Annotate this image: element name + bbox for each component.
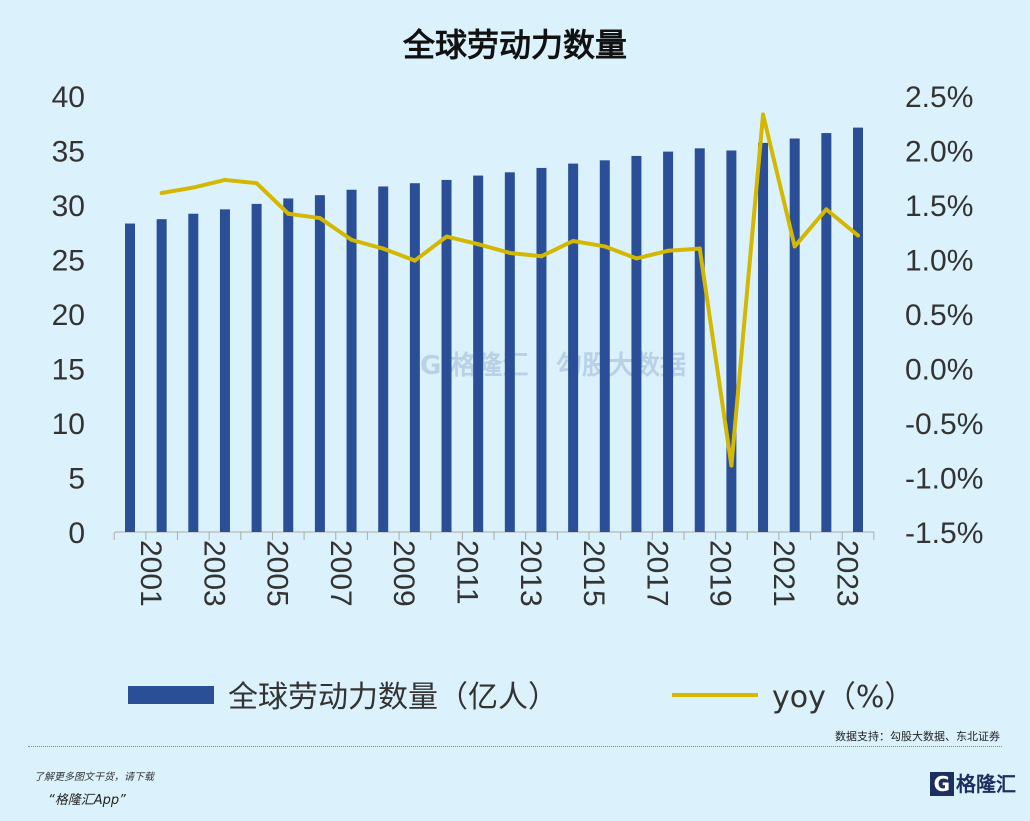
bar-2006 bbox=[283, 198, 294, 532]
chart-title: 全球劳动力数量 bbox=[402, 26, 627, 64]
bar-2010 bbox=[409, 183, 420, 532]
y-right-tick-label: 1.5% bbox=[905, 190, 973, 223]
y-left-tick-label: 30 bbox=[52, 190, 85, 223]
y-left-tick-label: 5 bbox=[68, 463, 85, 496]
x-tick-label: 2017 bbox=[640, 540, 673, 607]
bar-2005 bbox=[251, 203, 262, 532]
promo-text: 了解更多图文干货，请下载 bbox=[34, 772, 154, 783]
x-tick-label: 2007 bbox=[324, 540, 357, 607]
logo-g-icon: G bbox=[929, 772, 954, 796]
y-left-tick-label: 15 bbox=[52, 354, 85, 387]
bar-2018 bbox=[663, 151, 674, 532]
x-tick-label: 2003 bbox=[197, 540, 230, 607]
bar-2003 bbox=[188, 213, 199, 532]
y-left-tick-label: 40 bbox=[52, 81, 85, 114]
x-tick-label: 2023 bbox=[830, 540, 863, 607]
bar-2024 bbox=[853, 127, 863, 533]
y-right-tick-label: -1.0% bbox=[905, 463, 983, 496]
y-right-tick-label: 1.0% bbox=[905, 245, 973, 278]
y-right-tick-label: -0.5% bbox=[905, 408, 983, 441]
bar-2002 bbox=[156, 219, 167, 533]
y-right-tick-label: 2.5% bbox=[905, 81, 973, 114]
bar-2009 bbox=[378, 186, 389, 532]
y-right-tick-label: -1.5% bbox=[905, 517, 983, 550]
y-right-tick-label: 0.5% bbox=[905, 299, 973, 332]
y-left-tick-label: 35 bbox=[52, 136, 85, 169]
bar-2012 bbox=[473, 175, 484, 532]
bar-2014 bbox=[536, 167, 547, 532]
y-left-tick-label: 25 bbox=[52, 245, 85, 278]
watermark: G 格隆汇 | 勾股大数据 bbox=[420, 351, 686, 381]
bar-2004 bbox=[219, 209, 230, 533]
bar-2008 bbox=[346, 189, 357, 533]
x-tick-label: 2001 bbox=[134, 540, 167, 607]
y-right-tick-label: 2.0% bbox=[905, 136, 973, 169]
bar-2023 bbox=[821, 133, 832, 532]
yoy-line bbox=[161, 112, 860, 468]
legend-line-label: yoy（%） bbox=[772, 680, 914, 715]
brand-logo: G 格隆汇 bbox=[929, 768, 1016, 797]
x-tick-label: 2005 bbox=[261, 540, 294, 607]
x-tick-label: 2021 bbox=[767, 540, 800, 607]
x-tick-label: 2013 bbox=[514, 540, 547, 607]
source-note: 数据支持：勾股大数据、东北证券 bbox=[835, 730, 1000, 743]
legend-bar-label: 全球劳动力数量（亿人） bbox=[228, 680, 558, 715]
bar-2015 bbox=[568, 163, 579, 532]
y-left-tick-label: 20 bbox=[52, 299, 85, 332]
promo-app: “格隆汇App” bbox=[48, 793, 126, 808]
bar-2007 bbox=[314, 195, 325, 532]
x-tick-label: 2019 bbox=[704, 540, 737, 607]
bar-2001 bbox=[125, 223, 135, 532]
bar-2013 bbox=[504, 172, 515, 533]
y-right-tick-label: 0.0% bbox=[905, 354, 973, 387]
bar-2019 bbox=[694, 148, 705, 532]
bar-2022 bbox=[789, 138, 800, 532]
bar-2021 bbox=[758, 142, 769, 532]
chart-svg: 0 5 10 15 20 25 30 35 40 -1.5% -1.0% -0.5% 0.0% 0.5% 1… bbox=[52, 81, 984, 715]
y-left-tick-label: 10 bbox=[52, 408, 85, 441]
bar-2016 bbox=[599, 160, 610, 532]
x-tick-label: 2015 bbox=[577, 540, 610, 607]
x-tick-label: 2009 bbox=[387, 540, 420, 607]
bar-2017 bbox=[631, 155, 642, 532]
bar-2020 bbox=[726, 150, 737, 532]
bar-2011 bbox=[441, 179, 452, 532]
y-left-tick-label: 0 bbox=[68, 517, 85, 550]
divider bbox=[28, 746, 1002, 747]
legend-bar-swatch bbox=[128, 686, 214, 704]
x-tick-label: 2011 bbox=[451, 540, 484, 605]
